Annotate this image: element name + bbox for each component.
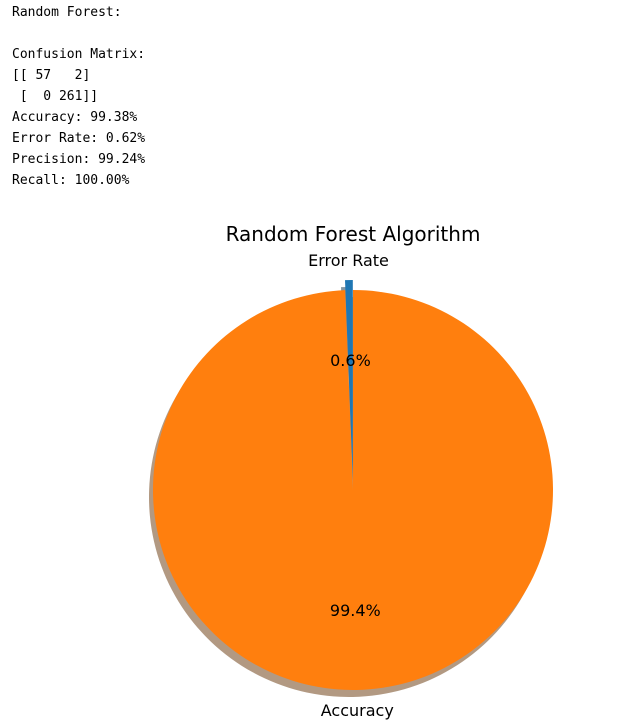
pie-labels: Error Rate 0.6% Accuracy 99.4% (308, 251, 394, 720)
chart-title: Random Forest Algorithm (226, 222, 481, 246)
precision-metric: Precision: 99.24% (12, 152, 146, 167)
confusion-matrix-row: [ 0 261]] (12, 89, 99, 104)
pie-slice-error-rate (345, 280, 353, 481)
slice-label-accuracy: Accuracy (321, 701, 394, 720)
slice-pct-label-accuracy: 99.4% (330, 601, 381, 620)
recall-metric: Recall: 100.00% (12, 173, 130, 188)
console-heading: Random Forest: (12, 5, 122, 20)
pie-slices (152, 280, 553, 690)
confusion-matrix-title: Confusion Matrix: (12, 47, 146, 62)
error-rate-metric: Error Rate: 0.62% (12, 131, 146, 146)
console-output: Random Forest: Confusion Matrix: [[ 57 2… (12, 2, 145, 191)
confusion-matrix-row: [[ 57 2] (12, 68, 91, 83)
slice-label-error-rate: Error Rate (308, 251, 389, 270)
accuracy-metric: Accuracy: 99.38% (12, 110, 138, 125)
slice-pct-label-error-rate: 0.6% (330, 351, 371, 370)
pie-slice-accuracy (152, 289, 553, 690)
